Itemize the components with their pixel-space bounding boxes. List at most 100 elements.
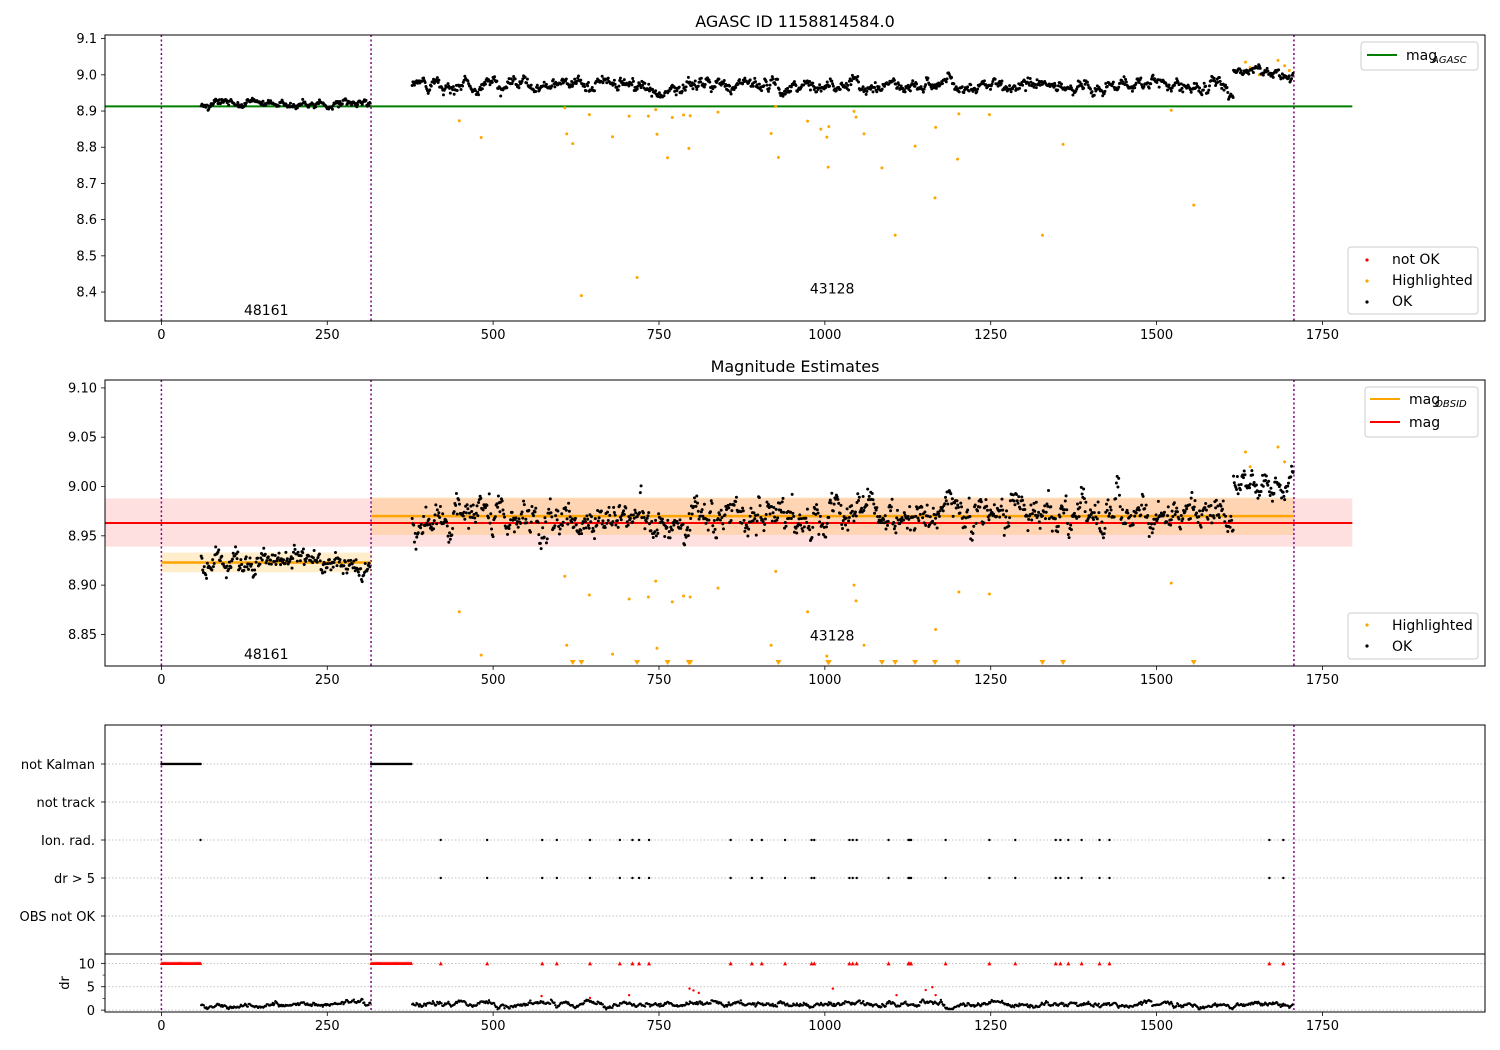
ok-point — [996, 84, 1000, 88]
ok-point — [693, 79, 697, 83]
flag-row-label: Ion. rad. — [41, 834, 95, 849]
ok-point — [721, 81, 725, 85]
ok-point — [1097, 511, 1101, 515]
ok-point — [934, 86, 938, 90]
dr-point — [367, 1003, 370, 1007]
highlighted-point — [627, 597, 631, 601]
highlighted-point — [769, 643, 773, 647]
ok-point — [734, 85, 738, 89]
ok-point — [707, 518, 711, 522]
ok-point — [236, 101, 240, 105]
ok-point — [425, 523, 429, 527]
ok-point — [831, 509, 835, 513]
x-tick-label: 1000 — [808, 673, 841, 688]
ok-point — [536, 520, 540, 524]
ok-point — [1026, 529, 1030, 533]
ok-point — [789, 89, 793, 93]
ok-point — [267, 562, 271, 566]
ok-point — [1134, 511, 1138, 515]
ok-point — [721, 522, 725, 526]
ok-point — [315, 560, 319, 564]
ok-point — [357, 573, 361, 577]
ok-point — [966, 508, 970, 512]
ok-point — [1195, 82, 1199, 86]
highlighted-point — [956, 157, 960, 161]
ok-point — [1042, 510, 1046, 514]
ok-point — [338, 99, 342, 103]
ok-point — [954, 85, 958, 89]
ok-point — [908, 505, 912, 509]
ok-point — [307, 554, 311, 558]
ok-point — [302, 563, 306, 567]
dr-gt-5-point — [541, 876, 544, 880]
dr-point — [659, 1002, 662, 1005]
ok-point — [969, 83, 973, 87]
ok-point — [586, 84, 590, 88]
ok-point — [741, 509, 745, 513]
ok-point — [830, 491, 834, 495]
dr-clipped-marker — [1267, 961, 1272, 966]
ok-point — [921, 516, 925, 520]
ok-point — [1251, 71, 1255, 75]
ok-point — [989, 87, 993, 91]
ok-point — [782, 510, 786, 514]
ok-point — [505, 86, 509, 90]
ok-point — [1063, 508, 1067, 512]
ok-point — [1092, 518, 1096, 522]
ok-point — [828, 498, 832, 502]
ok-point — [461, 514, 465, 518]
dr-clipped-marker — [1097, 961, 1102, 966]
ok-point — [1006, 521, 1010, 525]
dr-point — [526, 1003, 529, 1007]
ok-point — [1286, 484, 1290, 488]
ok-point — [502, 512, 506, 516]
ok-point — [768, 512, 772, 516]
ok-point — [654, 534, 658, 538]
ok-point — [333, 550, 337, 554]
dr-point — [899, 1004, 902, 1007]
dr-point — [1278, 1003, 1282, 1006]
highlighted-point — [933, 196, 937, 200]
legend-label-mag-obsid: mag — [1409, 392, 1440, 408]
ok-point — [553, 524, 557, 528]
ok-point — [617, 84, 621, 88]
ok-point — [272, 560, 276, 564]
dr-clipped-marker — [647, 961, 652, 966]
ok-point — [258, 562, 262, 566]
ok-point — [762, 529, 766, 533]
ok-point — [716, 517, 720, 521]
ok-point — [205, 561, 209, 565]
dr-gt-5-point — [637, 876, 641, 880]
ok-point — [1216, 80, 1220, 84]
ok-point — [880, 87, 884, 91]
clipped-highlighted-marker — [912, 660, 919, 665]
x-tick-label: 500 — [481, 328, 506, 343]
ok-point — [1137, 508, 1141, 512]
ok-point — [1053, 517, 1057, 521]
ok-point — [1146, 514, 1150, 518]
dr-point — [548, 1002, 552, 1006]
ok-point — [1116, 485, 1120, 489]
ion-rad-point — [810, 838, 813, 842]
ok-point — [332, 561, 336, 565]
ok-point — [680, 89, 684, 93]
ok-point — [640, 516, 644, 520]
ok-point — [940, 82, 944, 86]
ok-point — [1181, 517, 1185, 521]
dr-point — [475, 1003, 479, 1007]
ok-point — [694, 504, 698, 508]
ok-point — [1193, 499, 1197, 503]
ok-point — [918, 512, 922, 516]
dr-gt-5-point — [783, 876, 787, 880]
highlighted-point — [987, 113, 991, 117]
ok-point — [967, 89, 971, 93]
ok-point — [709, 90, 713, 94]
chart-title-agasc: AGASC ID 1158814584.0 — [695, 12, 895, 31]
ok-point — [559, 82, 563, 86]
highlighted-point — [934, 125, 938, 129]
dr-point — [739, 999, 742, 1002]
ok-point — [256, 556, 260, 560]
ok-point — [657, 91, 661, 95]
